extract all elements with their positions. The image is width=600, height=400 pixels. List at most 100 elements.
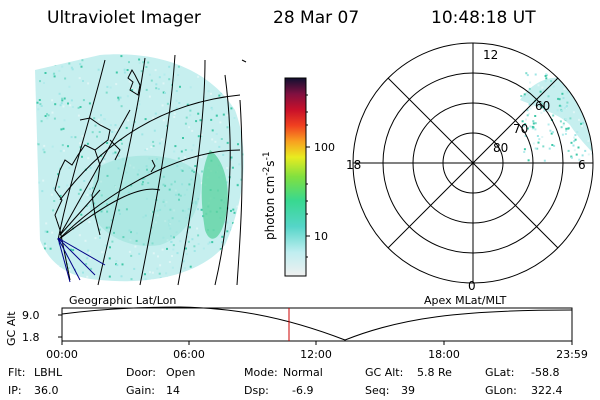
image-pixel (68, 268, 71, 271)
image-pixel (236, 205, 239, 208)
image-pixel (529, 107, 532, 110)
image-pixel (547, 123, 550, 126)
image-pixel (37, 108, 40, 111)
image-pixel (563, 88, 566, 91)
seq-label: Seq: (365, 384, 390, 397)
image-pixel (195, 202, 197, 205)
image-pixel (541, 102, 544, 105)
image-pixel (70, 136, 73, 139)
image-pixel (242, 153, 244, 156)
image-pixel (86, 193, 89, 196)
image-pixel (560, 126, 563, 129)
image-pixel (128, 194, 131, 197)
image-pixel (69, 104, 72, 107)
image-pixel (565, 105, 568, 107)
image-pixel (153, 129, 156, 132)
image-pixel (527, 159, 530, 162)
image-pixel (156, 214, 159, 217)
image-pixel (188, 183, 191, 186)
image-pixel (194, 165, 197, 167)
mlat-label-80: 80 (493, 141, 508, 155)
image-pixel (79, 106, 82, 108)
image-pixel (82, 80, 84, 82)
image-pixel (118, 212, 121, 215)
image-pixel (560, 108, 563, 111)
image-pixel (174, 189, 177, 192)
image-pixel (175, 231, 178, 234)
image-pixel (125, 171, 128, 174)
image-pixel (161, 248, 164, 251)
image-pixel (130, 231, 132, 234)
image-pixel (584, 149, 587, 152)
image-pixel (42, 179, 45, 182)
image-pixel (144, 149, 147, 151)
image-pixel (104, 210, 107, 213)
image-pixel (144, 214, 147, 217)
image-pixel (559, 120, 562, 123)
image-pixel (117, 99, 120, 102)
image-pixel (120, 105, 123, 108)
image-pixel (590, 147, 593, 150)
image-pixel (576, 131, 579, 133)
image-pixel (134, 245, 137, 248)
gc-alt-label: GC Alt: (365, 366, 404, 379)
image-pixel (80, 213, 83, 216)
image-pixel (47, 114, 50, 117)
image-pixel (97, 118, 100, 121)
image-pixel (175, 99, 178, 102)
image-pixel (574, 134, 577, 137)
image-pixel (85, 263, 88, 265)
image-pixel (86, 142, 89, 145)
image-pixel (45, 222, 48, 225)
image-pixel (522, 125, 525, 127)
image-pixel (197, 112, 200, 115)
image-pixel (130, 184, 133, 187)
image-pixel (526, 109, 529, 112)
image-pixel (59, 194, 62, 197)
image-pixel (544, 75, 547, 77)
gc-alt-value: 5.8 Re (417, 366, 452, 379)
image-pixel (43, 82, 45, 84)
image-pixel (215, 133, 218, 135)
image-pixel (149, 232, 152, 235)
image-pixel (531, 105, 534, 108)
image-pixel (138, 252, 141, 255)
image-pixel (154, 221, 157, 224)
image-pixel (176, 165, 179, 168)
mlt-label-6: 6 (578, 158, 586, 172)
image-pixel (547, 95, 550, 98)
image-pixel (65, 228, 68, 231)
image-pixel (142, 61, 145, 64)
image-pixel (214, 140, 217, 143)
image-pixel (77, 201, 80, 204)
image-pixel (63, 119, 66, 122)
image-pixel (233, 211, 236, 214)
image-pixel (566, 91, 569, 94)
filter-value: LBHL (34, 366, 63, 379)
image-pixel (61, 99, 64, 102)
image-pixel (116, 264, 119, 267)
image-pixel (185, 247, 187, 250)
image-pixel (158, 142, 161, 145)
image-pixel (570, 156, 573, 159)
image-pixel (101, 251, 104, 254)
image-pixel (168, 261, 171, 263)
image-pixel (570, 141, 573, 144)
image-pixel (63, 97, 66, 100)
image-pixel (57, 173, 60, 176)
image-pixel (155, 87, 158, 90)
dsp-label: Dsp: (244, 384, 269, 397)
image-pixel (60, 102, 63, 105)
image-pixel (163, 73, 166, 76)
image-pixel (208, 241, 211, 244)
image-pixel (183, 210, 186, 213)
image-pixel (105, 226, 108, 229)
image-pixel (186, 188, 189, 191)
image-pixel (542, 145, 545, 148)
image-pixel (165, 272, 168, 275)
image-pixel (91, 186, 94, 189)
image-pixel (215, 114, 218, 117)
image-pixel (564, 118, 567, 120)
image-pixel (197, 208, 199, 211)
